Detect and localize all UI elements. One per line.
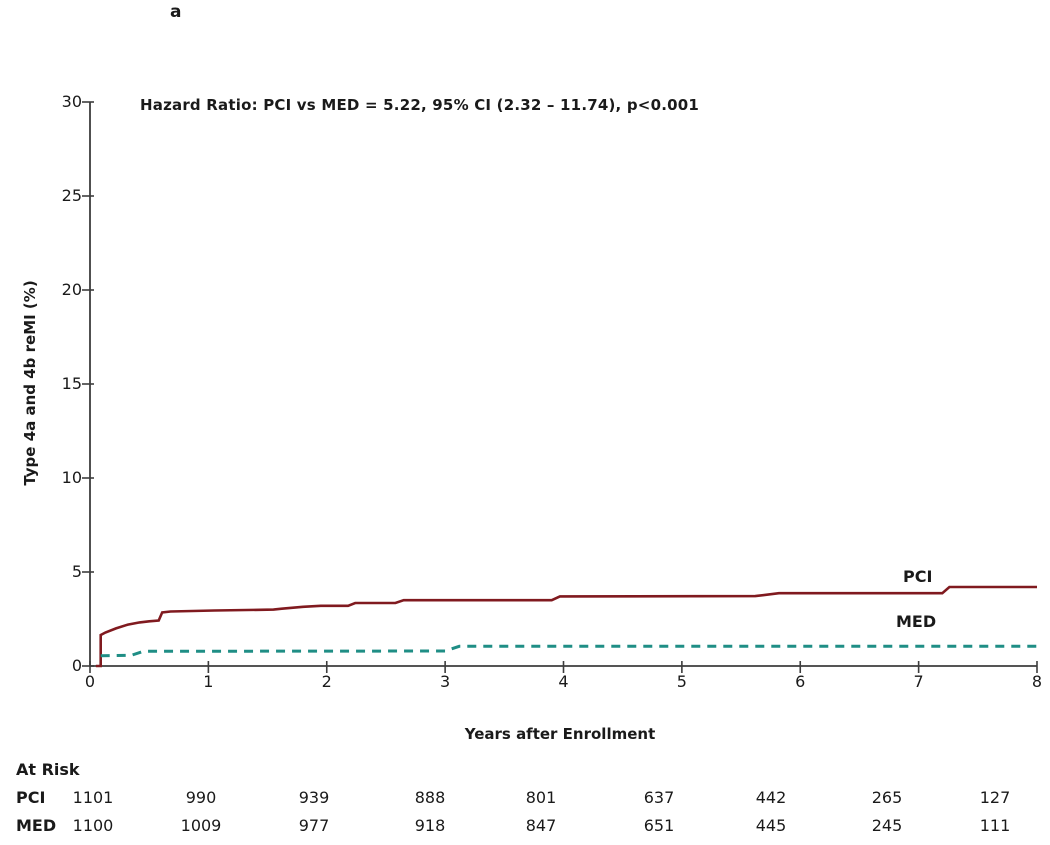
y-tick-label: 25 bbox=[61, 186, 82, 205]
at-risk-value-pci-year0: 1101 bbox=[72, 788, 114, 807]
y-tick-label: 5 bbox=[71, 562, 82, 581]
y-tick-label: 10 bbox=[61, 468, 82, 487]
at-risk-value-med-year2: 977 bbox=[298, 816, 330, 835]
axes bbox=[82, 101, 1038, 673]
curves bbox=[95, 585, 1037, 668]
pci-curve bbox=[95, 585, 1037, 668]
y-tick-label: 30 bbox=[61, 92, 82, 111]
at-risk-value-pci-year2: 939 bbox=[298, 788, 330, 807]
y-tick-label: 15 bbox=[61, 374, 82, 393]
panel-label: a bbox=[170, 2, 182, 22]
at-risk-value-pci-year8: 127 bbox=[979, 788, 1011, 807]
at-risk-title: At Risk bbox=[16, 760, 80, 779]
x-tick-label: 8 bbox=[1031, 672, 1043, 691]
at-risk-row-label-med: MED bbox=[16, 816, 57, 835]
y-tick-label: 20 bbox=[61, 280, 82, 299]
x-tick-label: 2 bbox=[321, 672, 332, 691]
at-risk-value-med-year5: 651 bbox=[643, 816, 675, 835]
x-tick-label: 4 bbox=[558, 672, 569, 691]
med-curve bbox=[100, 644, 1037, 658]
at-risk-value-pci-year1: 990 bbox=[185, 788, 217, 807]
at-risk-row-label-pci: PCI bbox=[16, 788, 46, 807]
x-tick-label: 7 bbox=[913, 672, 924, 691]
at-risk-value-pci-year6: 442 bbox=[755, 788, 787, 807]
at-risk-value-med-year3: 918 bbox=[414, 816, 446, 835]
at-risk-value-pci-year3: 888 bbox=[414, 788, 446, 807]
pci-series-label: PCI bbox=[903, 567, 933, 586]
at-risk-value-pci-year5: 637 bbox=[643, 788, 675, 807]
x-tick-label: 5 bbox=[676, 672, 687, 691]
at-risk-value-med-year1: 1009 bbox=[180, 816, 222, 835]
hazard-ratio-annotation: Hazard Ratio: PCI vs MED = 5.22, 95% CI … bbox=[140, 96, 700, 114]
at-risk-value-med-year7: 245 bbox=[871, 816, 903, 835]
at-risk-value-med-year6: 445 bbox=[755, 816, 787, 835]
x-tick-label: 3 bbox=[440, 672, 451, 691]
at-risk-value-med-year0: 1100 bbox=[72, 816, 114, 835]
x-tick-label: 1 bbox=[203, 672, 214, 691]
x-axis-title: Years after Enrollment bbox=[464, 725, 656, 743]
x-tick-label: 0 bbox=[84, 672, 96, 691]
at-risk-value-med-year4: 847 bbox=[525, 816, 557, 835]
at-risk-value-med-year8: 111 bbox=[979, 816, 1011, 835]
med-series-label: MED bbox=[896, 612, 937, 631]
at-risk-value-pci-year7: 265 bbox=[871, 788, 903, 807]
y-tick-label: 0 bbox=[71, 656, 82, 675]
at-risk-value-pci-year4: 801 bbox=[525, 788, 557, 807]
x-tick-label: 6 bbox=[795, 672, 806, 691]
